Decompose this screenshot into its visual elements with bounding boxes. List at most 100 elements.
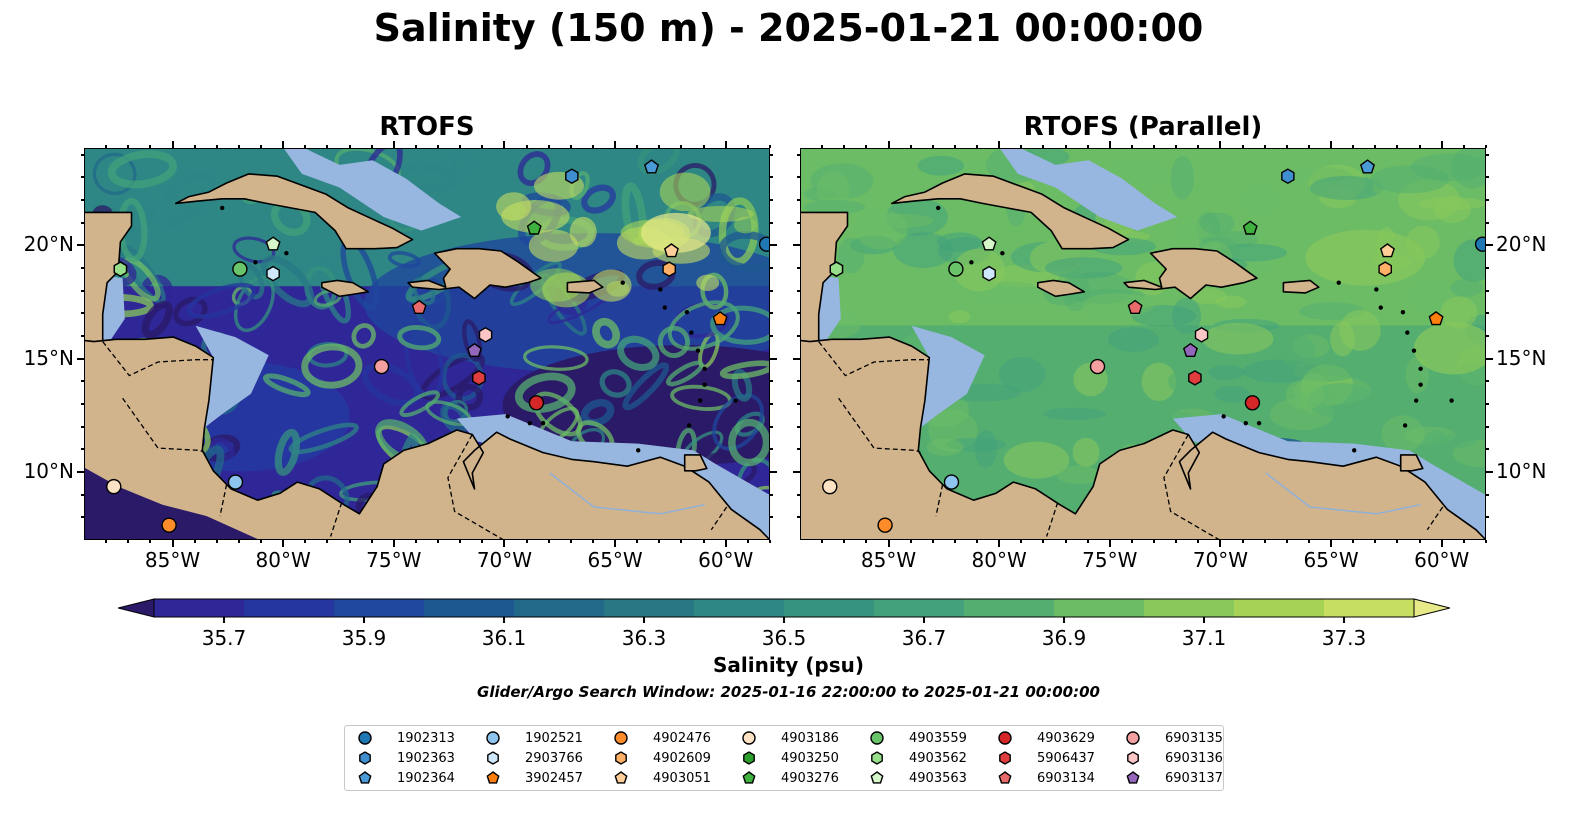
lat-label-left: 15°N (23, 345, 74, 370)
float-marker-3902457[interactable] (1428, 311, 1444, 326)
float-marker-6903136[interactable] (478, 326, 493, 343)
lon-tick (481, 145, 484, 148)
lat-label-right: 15°N (1496, 345, 1547, 370)
float-marker-1902521[interactable] (943, 474, 960, 490)
float-marker-4903186[interactable] (106, 478, 122, 495)
float-marker-4903629[interactable] (528, 395, 545, 411)
lat-tick (770, 199, 773, 202)
map-panel-rtofs[interactable] (84, 148, 770, 540)
float-marker-4903186[interactable] (822, 478, 838, 495)
colorbar-tick (783, 617, 785, 623)
lon-tick (1153, 540, 1156, 543)
lat-tick (1486, 403, 1489, 406)
lon-tick (215, 540, 218, 543)
lon-tick (1175, 145, 1178, 148)
legend-label: 6903136 (1165, 750, 1223, 766)
lon-tick (680, 540, 683, 543)
lon-label: 65°W (587, 548, 643, 572)
float-marker-6903134[interactable] (411, 299, 427, 315)
float-marker-3902457[interactable] (712, 311, 728, 326)
float-marker-4903562[interactable] (829, 261, 844, 277)
lat-tick (770, 176, 773, 179)
float-marker-1902313[interactable] (758, 236, 770, 252)
float-marker-4903562[interactable] (113, 261, 128, 277)
map-panel-rtofs-parallel[interactable] (800, 148, 1486, 540)
lat-tick (770, 335, 773, 338)
float-marker-6903134[interactable] (1127, 299, 1143, 315)
float-marker-1902364[interactable] (643, 159, 660, 174)
float-marker-4903563[interactable] (265, 236, 281, 251)
lon-tick (1440, 540, 1443, 547)
float-marker-2903766[interactable] (266, 265, 280, 282)
lon-tick (304, 540, 307, 543)
float-marker-4903051[interactable] (663, 243, 679, 258)
lon-tick (1042, 145, 1045, 148)
float-marker-6903137[interactable] (466, 342, 482, 358)
colorbar-tick-label: 35.9 (341, 626, 387, 650)
float-marker-4903051[interactable] (1379, 243, 1395, 258)
lat-tick (81, 425, 84, 428)
float-marker-5906437[interactable] (472, 370, 486, 386)
lon-tick (481, 540, 484, 543)
float-marker-6903136[interactable] (1194, 326, 1209, 343)
lat-tick (797, 516, 800, 519)
legend-label: 4903250 (781, 750, 839, 766)
float-marker-4903276[interactable] (526, 220, 542, 235)
lat-tick (797, 448, 800, 451)
float-marker-4902609[interactable] (662, 261, 676, 277)
lat-tick (793, 244, 800, 247)
lon-tick (459, 145, 462, 148)
lon-label: 85°W (860, 548, 917, 572)
lon-label: 60°W (698, 548, 754, 572)
colorbar-label: Salinity (psu) (712, 653, 864, 677)
lon-tick (769, 145, 771, 148)
lon-tick (1130, 145, 1133, 148)
float-marker-4903629[interactable] (1244, 395, 1261, 411)
legend-item-6903136: 6903136 (1125, 749, 1223, 767)
float-marker-5906437[interactable] (1188, 370, 1202, 386)
float-marker-1902521[interactable] (227, 474, 244, 490)
lon-tick (746, 540, 749, 543)
lon-tick (865, 540, 868, 543)
lat-tick (81, 516, 84, 519)
lon-tick (171, 540, 174, 547)
float-marker-4902476[interactable] (877, 517, 893, 533)
float-marker-6903135[interactable] (373, 358, 390, 375)
hexagon-marker-icon (871, 751, 883, 765)
lon-tick (1396, 540, 1399, 543)
float-marker-1902313[interactable] (1474, 236, 1486, 252)
lon-tick (547, 540, 550, 543)
lat-tick (81, 199, 84, 202)
lon-tick (282, 540, 285, 547)
float-marker-1902363[interactable] (565, 168, 579, 185)
lat-tick (793, 471, 800, 474)
lat-tick (793, 357, 800, 360)
lat-tick (770, 425, 773, 428)
float-marker-1902364[interactable] (1359, 159, 1376, 174)
float-marker-4902476[interactable] (161, 517, 177, 533)
lat-tick (770, 312, 773, 315)
lat-tick (81, 289, 84, 292)
legend-label: 6903134 (1037, 770, 1095, 786)
main-title: Salinity (150 m) - 2025-01-21 00:00:00 (373, 6, 1204, 50)
float-marker-6903135[interactable] (1089, 358, 1106, 375)
lat-tick (797, 176, 800, 179)
float-marker-4903559[interactable] (232, 261, 248, 277)
legend-label: 1902364 (397, 770, 455, 786)
lon-tick (1086, 145, 1089, 148)
legend-item-4902609: 4902609 (613, 749, 711, 767)
float-marker-1902363[interactable] (1281, 168, 1295, 185)
lon-tick (865, 145, 868, 148)
lon-tick (547, 145, 550, 148)
lon-tick (1462, 540, 1465, 543)
float-marker-4903559[interactable] (948, 261, 964, 277)
float-marker-4902609[interactable] (1378, 261, 1392, 277)
float-marker-4903276[interactable] (1242, 220, 1258, 235)
float-marker-4903563[interactable] (981, 236, 997, 251)
lon-tick (636, 540, 639, 543)
lon-tick (887, 141, 890, 148)
float-marker-2903766[interactable] (982, 265, 996, 282)
legend-item-4903186: 4903186 (741, 729, 839, 747)
circle-marker-icon (358, 731, 372, 745)
float-marker-6903137[interactable] (1182, 342, 1198, 358)
